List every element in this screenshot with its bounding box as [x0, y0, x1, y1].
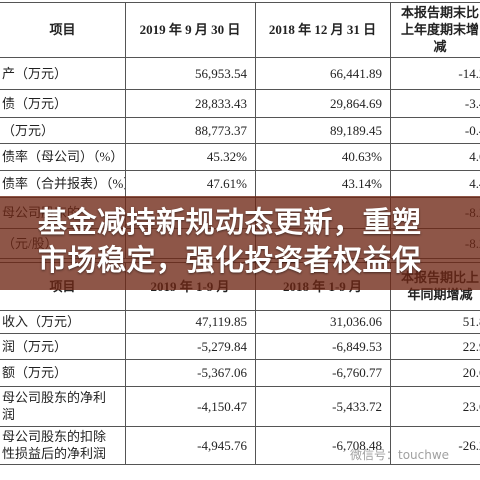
- row-rule: [0, 464, 480, 465]
- table-cell: 29,864.69: [330, 95, 382, 111]
- table-cell: 4.68: [469, 149, 480, 164]
- header-cell: 项目: [49, 22, 76, 37]
- table-cell: -4,945.76: [197, 437, 247, 453]
- row-rule: [0, 386, 480, 387]
- table-cell: 56,953.54: [195, 65, 247, 81]
- table-cell: 43.14%: [341, 176, 382, 191]
- row-rule: [0, 333, 480, 334]
- row-rule: [0, 117, 480, 118]
- col-rule: [255, 262, 256, 464]
- cell-line: 母公司股东的净利: [2, 390, 107, 405]
- table-cell: 23.62: [462, 398, 480, 414]
- table-cell: 润（万元）: [2, 338, 68, 354]
- cell-line: 减: [433, 39, 447, 54]
- table-cell: 收入（万元）: [2, 314, 81, 329]
- table-cell: 31,036.06: [330, 314, 382, 329]
- table-cell: 4.47: [469, 176, 480, 191]
- table-cell: -6,708.48: [332, 437, 382, 453]
- row-rule: [0, 359, 480, 360]
- headline-line: 基金减持新规动态更新，重塑: [38, 205, 422, 239]
- header-cell: 2019 年 9 月 30 日: [139, 22, 241, 37]
- table-cell: 债（万元）: [2, 95, 68, 111]
- table-cell: 额（万元）: [2, 365, 68, 380]
- col-rule: [255, 2, 256, 258]
- table-cell: -3.45: [464, 95, 480, 111]
- table-cell: 89,189.45: [330, 122, 382, 138]
- table-cell: 40.63%: [341, 149, 382, 164]
- row-rule: [0, 170, 480, 171]
- col-rule: [125, 262, 126, 464]
- table-cell: -6,760.77: [332, 365, 382, 380]
- cell-line: 本报告期末比: [400, 5, 479, 20]
- table-cell: （万元）: [2, 122, 55, 138]
- table-cell: 母公司股东的扣除 性损益后的净利润: [0, 426, 125, 464]
- table-cell: -4,150.47: [197, 398, 247, 414]
- table-cell: 母公司股东的净利润: [0, 386, 125, 426]
- cell-line: 母公司股东的扣除: [2, 429, 107, 444]
- table-cell: 51.82: [462, 314, 480, 329]
- table-cell: 22.92: [462, 338, 480, 354]
- table-cell: -0.47: [464, 122, 480, 138]
- table-cell: 产（万元）: [2, 65, 68, 81]
- row-rule: [0, 143, 480, 144]
- table-cell: 88,773.37: [195, 122, 247, 138]
- table-cell: -5,433.72: [332, 398, 382, 414]
- table-cell: -6,849.53: [332, 338, 382, 354]
- col-rule: [390, 2, 391, 258]
- row-rule: [0, 57, 480, 58]
- table-cell: -26.28: [458, 437, 480, 453]
- row-rule: [0, 2, 480, 3]
- headline-line: 市场稳定，强化投资者权益保: [38, 243, 422, 277]
- row-rule: [0, 310, 480, 311]
- cell-line: 上年度期末增: [400, 22, 479, 37]
- cell-line: 年同期增减: [407, 287, 473, 302]
- table-cell: 47.61%: [206, 176, 247, 191]
- headline-banner: 基金减持新规动态更新，重塑 市场稳定，强化投资者权益保: [0, 196, 480, 290]
- header-cell: 本报告期末比 上年度期末增减: [390, 2, 480, 57]
- table-cell: 债率（合并报表）（%）: [2, 176, 125, 191]
- table-cell: 债率（母公司）（%）: [2, 149, 124, 164]
- col-rule: [390, 262, 391, 464]
- table-cell: 45.32%: [206, 149, 247, 164]
- table-cell: -5,367.06: [197, 365, 247, 380]
- col-rule: [125, 2, 126, 258]
- table-cell: 20.61: [462, 365, 480, 380]
- header-cell: 2018 年 12 月 31 日: [268, 22, 377, 37]
- row-rule: [0, 426, 480, 427]
- cell-line: 性损益后的净利润: [2, 446, 107, 461]
- cell-line: 润: [2, 407, 16, 422]
- table-cell: 47,119.85: [195, 314, 247, 329]
- row-rule: [0, 89, 480, 90]
- table-cell: 28,833.43: [195, 95, 247, 111]
- table-cell: 66,441.89: [330, 65, 382, 81]
- table-cell: -5,279.84: [197, 338, 247, 354]
- watermark: 微信号：touchwe: [350, 448, 450, 462]
- table-cell: -14.28: [458, 65, 480, 81]
